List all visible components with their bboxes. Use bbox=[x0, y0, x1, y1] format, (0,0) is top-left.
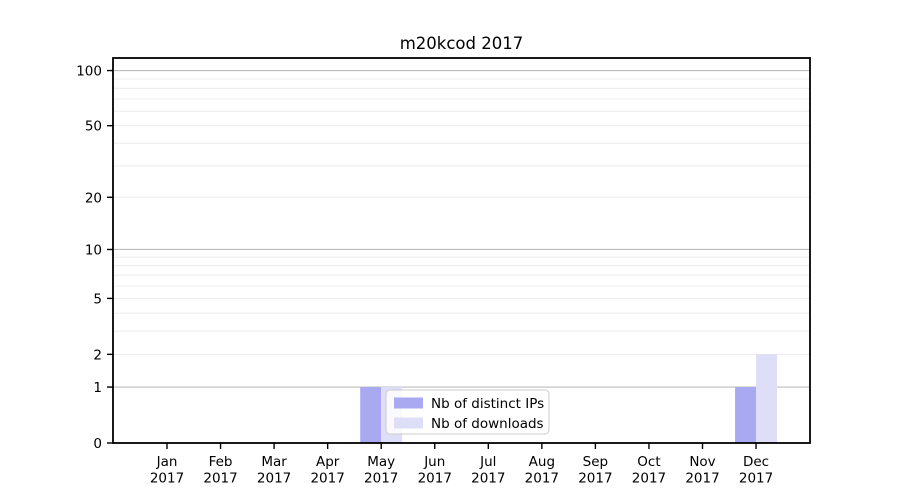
y-tick-label-100: 100 bbox=[76, 64, 102, 80]
y-tick-label-2: 2 bbox=[93, 347, 102, 363]
x-tick-label-month-sep: Sep bbox=[583, 454, 608, 470]
x-tick-label-year-feb: 2017 bbox=[203, 471, 237, 487]
x-tick-label-year-dec: 2017 bbox=[739, 471, 773, 487]
legend-swatch-distinct-ips bbox=[394, 397, 423, 409]
chart-title: m20kcod 2017 bbox=[400, 34, 524, 53]
x-tick-label-year-may: 2017 bbox=[364, 471, 398, 487]
axis-ticks-and-labels: 0125102050100Jan2017Feb2017Mar2017Apr201… bbox=[76, 64, 773, 487]
bar-nb-of-distinct-ips-may bbox=[360, 387, 382, 443]
legend: Nb of distinct IPs Nb of downloads bbox=[385, 389, 550, 435]
x-tick-label-month-nov: Nov bbox=[689, 454, 715, 470]
x-tick-label-month-oct: Oct bbox=[637, 454, 660, 470]
x-tick-label-year-sep: 2017 bbox=[578, 471, 612, 487]
x-tick-label-year-jan: 2017 bbox=[150, 471, 184, 487]
legend-box bbox=[385, 389, 550, 435]
x-tick-label-year-apr: 2017 bbox=[310, 471, 344, 487]
legend-swatch-downloads bbox=[394, 417, 423, 429]
x-tick-label-month-feb: Feb bbox=[209, 454, 233, 470]
legend-label-downloads: Nb of downloads bbox=[431, 416, 544, 432]
x-tick-label-year-jun: 2017 bbox=[418, 471, 452, 487]
x-tick-label-month-mar: Mar bbox=[261, 454, 287, 470]
y-tick-label-1: 1 bbox=[93, 380, 102, 396]
x-tick-label-month-aug: Aug bbox=[529, 454, 555, 470]
bar-nb-of-downloads-dec bbox=[756, 354, 778, 443]
y-tick-label-50: 50 bbox=[85, 119, 102, 135]
y-tick-label-0: 0 bbox=[93, 436, 102, 452]
x-tick-label-month-jun: Jun bbox=[423, 454, 445, 470]
gridlines bbox=[114, 70, 809, 388]
x-tick-label-year-mar: 2017 bbox=[257, 471, 291, 487]
x-tick-label-month-dec: Dec bbox=[743, 454, 769, 470]
x-tick-label-month-jul: Jul bbox=[479, 454, 496, 470]
x-tick-label-year-jul: 2017 bbox=[471, 471, 505, 487]
plot-border bbox=[112, 57, 811, 444]
x-tick-label-year-oct: 2017 bbox=[632, 471, 666, 487]
y-tick-label-20: 20 bbox=[85, 190, 102, 206]
x-tick-label-month-may: May bbox=[367, 454, 395, 470]
x-tick-label-year-nov: 2017 bbox=[685, 471, 719, 487]
x-tick-label-month-jan: Jan bbox=[156, 454, 178, 470]
x-tick-label-month-apr: Apr bbox=[316, 454, 340, 470]
y-tick-label-5: 5 bbox=[93, 291, 102, 307]
legend-label-distinct-ips: Nb of distinct IPs bbox=[431, 396, 544, 412]
y-tick-label-10: 10 bbox=[85, 242, 102, 258]
bar-nb-of-distinct-ips-dec bbox=[735, 387, 757, 443]
x-tick-label-year-aug: 2017 bbox=[525, 471, 559, 487]
